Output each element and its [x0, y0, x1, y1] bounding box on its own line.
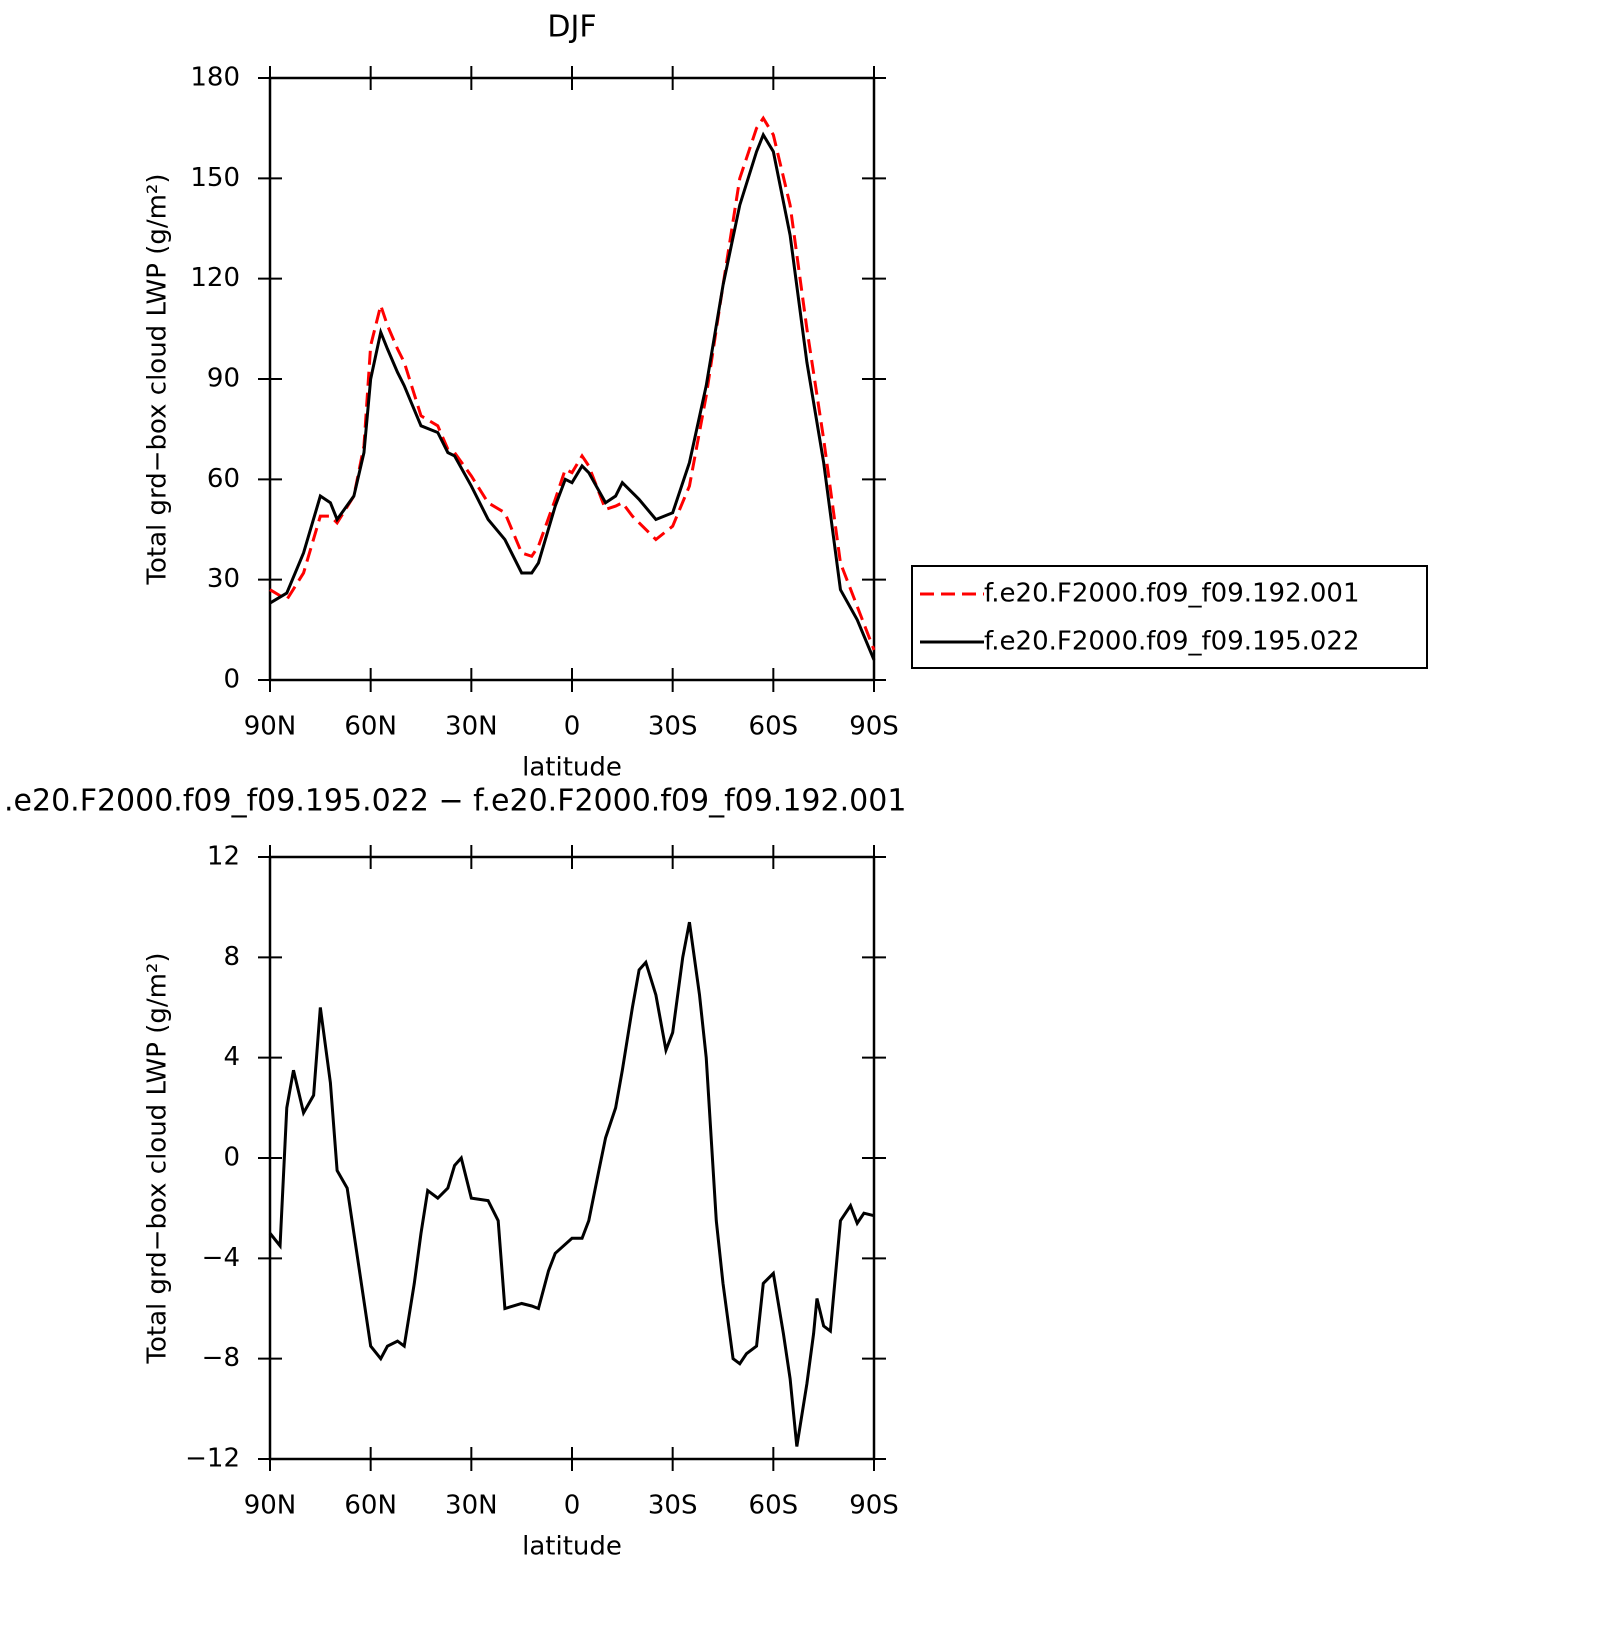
y-tick-label: 150 — [190, 163, 240, 193]
chart-title: DJF — [547, 10, 596, 45]
x-tick-label: 30N — [445, 712, 498, 742]
y-tick-label: 12 — [207, 842, 240, 872]
x-tick-label: 30S — [648, 1491, 698, 1521]
y-tick-label: 0 — [223, 1143, 240, 1173]
y-tick-label: −8 — [202, 1343, 240, 1373]
y-tick-label: −12 — [185, 1444, 240, 1474]
x-tick-label: 90N — [244, 712, 297, 742]
legend-box — [911, 565, 1428, 669]
data-line — [269, 115, 876, 651]
y-tick-label: 4 — [223, 1042, 240, 1072]
y-tick-label: 30 — [207, 564, 240, 594]
y-tick-label: 8 — [223, 942, 240, 972]
legend-label: f.e20.F2000.f09_f09.192.001 — [984, 579, 1360, 609]
y-tick-label: 120 — [190, 263, 240, 293]
x-tick-label: 0 — [564, 712, 581, 742]
x-tick-label: 30N — [445, 1491, 498, 1521]
x-axis-label: latitude — [522, 1532, 622, 1562]
y-tick-label: 180 — [190, 63, 240, 93]
x-tick-label: 60N — [344, 1491, 397, 1521]
x-tick-label: 30S — [648, 712, 698, 742]
x-tick-label: 0 — [564, 1491, 581, 1521]
legend-label: f.e20.F2000.f09_f09.195.022 — [984, 627, 1360, 657]
x-tick-label: 90S — [849, 712, 899, 742]
y-tick-label: 90 — [207, 364, 240, 394]
x-tick-label: 90N — [244, 1491, 297, 1521]
x-tick-label: 60N — [344, 712, 397, 742]
x-tick-label: 60S — [749, 712, 799, 742]
y-axis-label: Total grd−box cloud LWP (g/m²) — [143, 174, 173, 586]
plot-frame — [268, 76, 876, 682]
x-axis-label: latitude — [522, 753, 622, 783]
data-line — [268, 921, 875, 1447]
x-tick-label: 90S — [849, 1491, 899, 1521]
data-line — [269, 131, 876, 661]
chart-title: .e20.F2000.f09_f09.195.022 − f.e20.F2000… — [4, 784, 906, 819]
plot-frame — [268, 855, 876, 1461]
y-axis-label: Total grd−box cloud LWP (g/m²) — [143, 953, 173, 1365]
y-tick-label: −4 — [202, 1243, 240, 1273]
y-tick-label: 60 — [207, 464, 240, 494]
y-tick-label: 0 — [223, 665, 240, 695]
x-tick-label: 60S — [749, 1491, 799, 1521]
